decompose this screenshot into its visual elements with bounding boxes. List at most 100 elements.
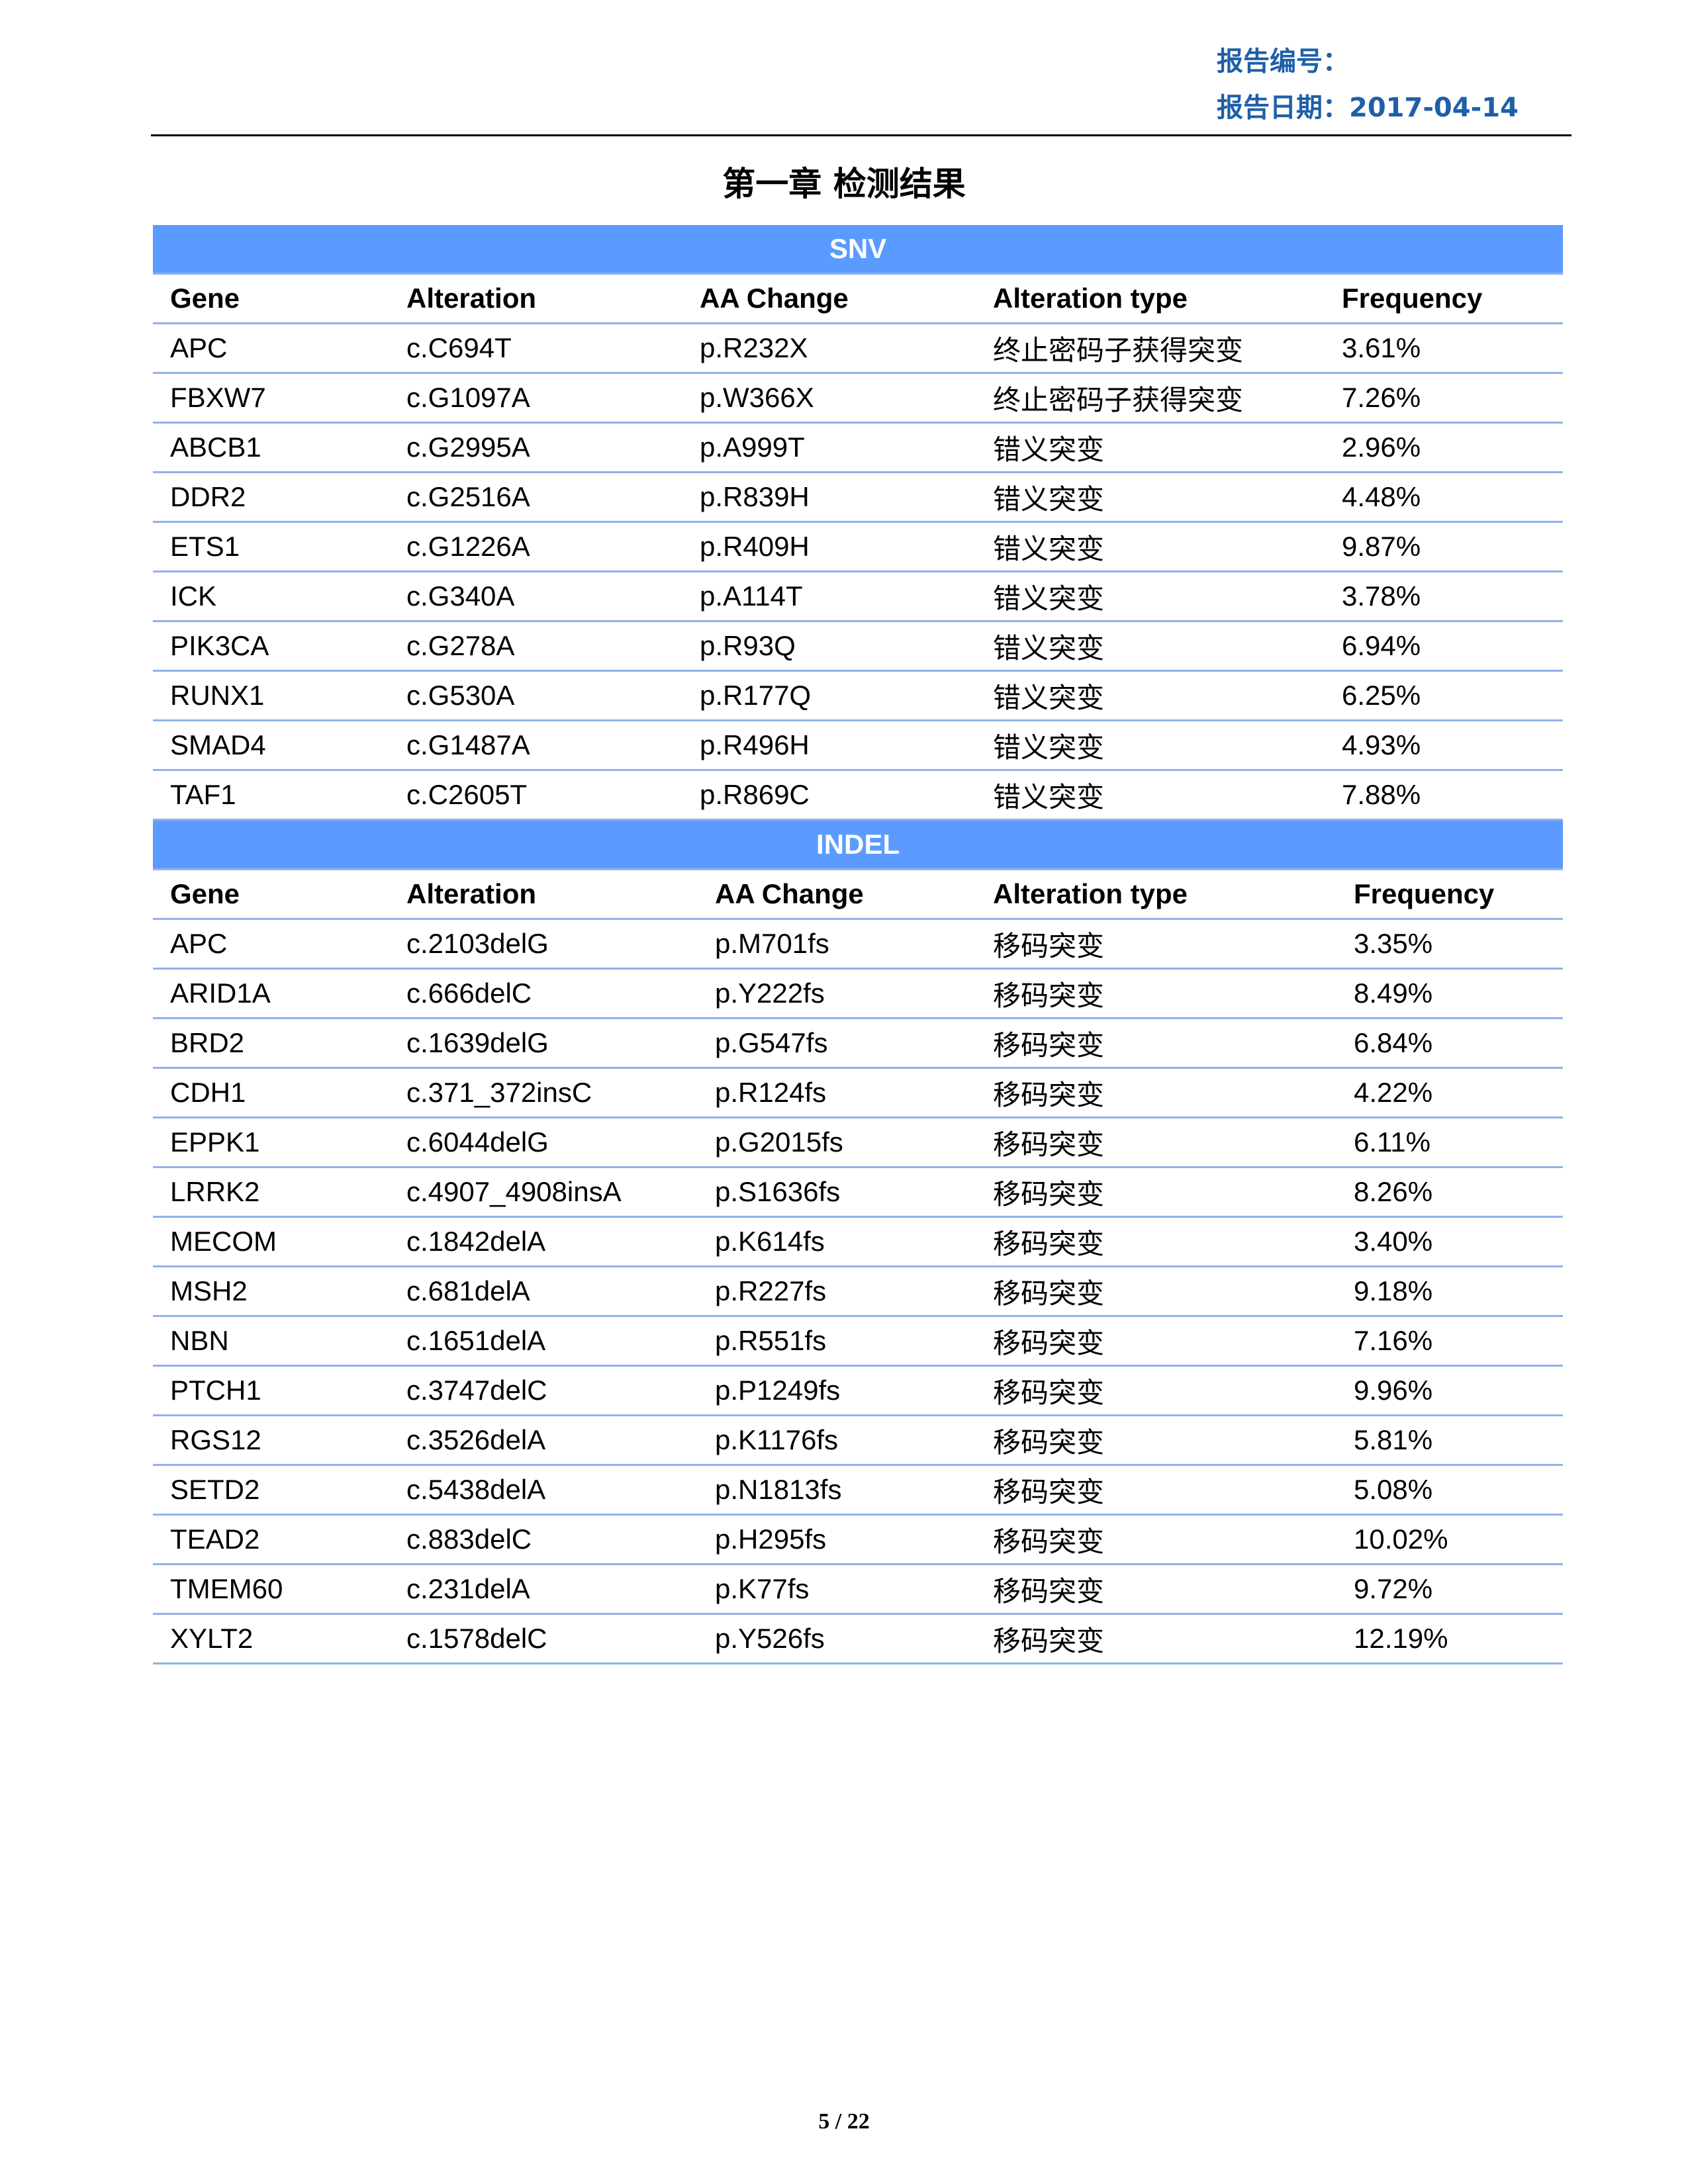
- table-cell: c.1639delG: [389, 1018, 698, 1069]
- table-cell: p.P1249fs: [698, 1365, 976, 1416]
- indel-header-row: Gene Alteration AA Change Alteration type Fr…: [153, 869, 1564, 920]
- table-row: SMAD4 c.G1487A p.R496H 错义突变 4.93%: [153, 720, 1564, 771]
- table-cell: MSH2: [153, 1266, 389, 1317]
- report-date-label: 报告日期：: [1217, 93, 1349, 123]
- table-row: SETD2 c.5438delA p.N1813fs 移码突变 5.08%: [153, 1465, 1564, 1516]
- table-cell: p.R232X: [682, 323, 976, 374]
- table-row: TAF1 c.C2605T p.R869C 错义突变 7.88%: [153, 770, 1564, 821]
- table-cell: c.1651delA: [389, 1316, 698, 1367]
- table-cell: 7.88%: [1325, 770, 1564, 821]
- table-cell: RGS12: [153, 1415, 389, 1466]
- table-cell: p.R839H: [682, 472, 976, 523]
- table-cell: 移码突变: [976, 1465, 1336, 1516]
- table-cell: 6.25%: [1325, 670, 1564, 721]
- table-cell: LRRK2: [153, 1167, 389, 1218]
- snv-section: SNV Gene Alteration AA Change Alteration typ…: [153, 225, 1564, 821]
- table-cell: 4.22%: [1336, 1068, 1564, 1118]
- table-cell: 移码突变: [976, 1316, 1336, 1367]
- table-cell: PIK3CA: [153, 621, 389, 672]
- column-header: Gene: [153, 273, 389, 324]
- table-cell: NBN: [153, 1316, 389, 1367]
- table-row: MSH2 c.681delA p.R227fs 移码突变 9.18%: [153, 1266, 1564, 1317]
- table-cell: c.G340A: [389, 571, 682, 622]
- table-cell: c.3747delC: [389, 1365, 698, 1416]
- table-row: BRD2 c.1639delG p.G547fs 移码突变 6.84%: [153, 1018, 1564, 1069]
- table-cell: 6.84%: [1336, 1018, 1564, 1069]
- table-cell: 8.26%: [1336, 1167, 1564, 1218]
- table-cell: p.R227fs: [698, 1266, 976, 1317]
- table-cell: 移码突变: [976, 1365, 1336, 1416]
- table-row: TEAD2 c.883delC p.H295fs 移码突变 10.02%: [153, 1514, 1564, 1565]
- table-cell: ABCB1: [153, 422, 389, 473]
- indel-band: INDEL: [153, 821, 1564, 870]
- table-cell: c.681delA: [389, 1266, 698, 1317]
- table-cell: RUNX1: [153, 670, 389, 721]
- table-cell: p.M701fs: [698, 919, 976, 970]
- table-cell: 3.40%: [1336, 1216, 1564, 1267]
- table-cell: p.K1176fs: [698, 1415, 976, 1466]
- table-cell: EPPK1: [153, 1117, 389, 1168]
- table-cell: ETS1: [153, 522, 389, 572]
- column-header: Frequency: [1336, 869, 1564, 920]
- table-cell: 5.81%: [1336, 1415, 1564, 1466]
- table-cell: XYLT2: [153, 1614, 389, 1664]
- table-cell: 9.96%: [1336, 1365, 1564, 1416]
- report-header: 报告编号： 报告日期：2017-04-14: [1217, 38, 1519, 131]
- table-cell: p.G2015fs: [698, 1117, 976, 1168]
- column-header: AA Change: [698, 869, 976, 920]
- report-number: 报告编号：: [1217, 38, 1519, 85]
- table-row: NBN c.1651delA p.R551fs 移码突变 7.16%: [153, 1316, 1564, 1367]
- table-cell: 移码突变: [976, 1514, 1336, 1565]
- table-row: PTCH1 c.3747delC p.P1249fs 移码突变 9.96%: [153, 1365, 1564, 1416]
- table-row: FBXW7 c.G1097A p.W366X 终止密码子获得突变 7.26%: [153, 373, 1564, 424]
- table-cell: c.2103delG: [389, 919, 698, 970]
- table-cell: 移码突变: [976, 919, 1336, 970]
- table-row: APC c.C694T p.R232X 终止密码子获得突变 3.61%: [153, 323, 1564, 374]
- table-row: TMEM60 c.231delA p.K77fs 移码突变 9.72%: [153, 1564, 1564, 1615]
- table-cell: DDR2: [153, 472, 389, 523]
- table-cell: c.5438delA: [389, 1465, 698, 1516]
- table-row: ABCB1 c.G2995A p.A999T 错义突变 2.96%: [153, 422, 1564, 473]
- snv-band-title: SNV: [153, 225, 1564, 275]
- table-row: RGS12 c.3526delA p.K1176fs 移码突变 5.81%: [153, 1415, 1564, 1466]
- results-tables: SNV Gene Alteration AA Change Alteration typ…: [153, 225, 1564, 1664]
- table-cell: p.S1636fs: [698, 1167, 976, 1218]
- table-cell: c.C2605T: [389, 770, 682, 821]
- column-header: Frequency: [1325, 273, 1564, 324]
- column-header: AA Change: [682, 273, 976, 324]
- table-row: ARID1A c.666delC p.Y222fs 移码突变 8.49%: [153, 968, 1564, 1019]
- table-cell: 移码突变: [976, 1068, 1336, 1118]
- table-cell: c.1578delC: [389, 1614, 698, 1664]
- table-cell: c.231delA: [389, 1564, 698, 1615]
- page-number: 5 / 22: [818, 2109, 870, 2134]
- table-cell: 3.35%: [1336, 919, 1564, 970]
- table-row: EPPK1 c.6044delG p.G2015fs 移码突变 6.11%: [153, 1117, 1564, 1168]
- table-cell: APC: [153, 919, 389, 970]
- table-cell: TAF1: [153, 770, 389, 821]
- table-row: PIK3CA c.G278A p.R93Q 错义突变 6.94%: [153, 621, 1564, 672]
- table-cell: c.G2516A: [389, 472, 682, 523]
- table-cell: TMEM60: [153, 1564, 389, 1615]
- table-cell: c.4907_4908insA: [389, 1167, 698, 1218]
- table-cell: 5.08%: [1336, 1465, 1564, 1516]
- report-number-label: 报告编号：: [1217, 46, 1349, 77]
- results-table: SNV Gene Alteration AA Change Alteration typ…: [153, 225, 1564, 821]
- report-date-value: 2017-04-14: [1349, 93, 1519, 123]
- table-cell: c.666delC: [389, 968, 698, 1019]
- table-cell: p.R869C: [682, 770, 976, 821]
- column-header: Alteration type: [976, 869, 1336, 920]
- table-cell: 终止密码子获得突变: [976, 323, 1325, 374]
- table-cell: ARID1A: [153, 968, 389, 1019]
- table-cell: 9.18%: [1336, 1266, 1564, 1317]
- table-cell: c.G530A: [389, 670, 682, 721]
- table-row: APC c.2103delG p.M701fs 移码突变 3.35%: [153, 919, 1564, 970]
- table-cell: p.K77fs: [698, 1564, 976, 1615]
- table-cell: p.W366X: [682, 373, 976, 424]
- table-cell: 移码突变: [976, 1018, 1336, 1069]
- table-cell: ICK: [153, 571, 389, 622]
- table-cell: 4.93%: [1325, 720, 1564, 771]
- column-header: Alteration: [389, 869, 698, 920]
- table-cell: p.G547fs: [698, 1018, 976, 1069]
- table-cell: PTCH1: [153, 1365, 389, 1416]
- table-cell: c.G1487A: [389, 720, 682, 771]
